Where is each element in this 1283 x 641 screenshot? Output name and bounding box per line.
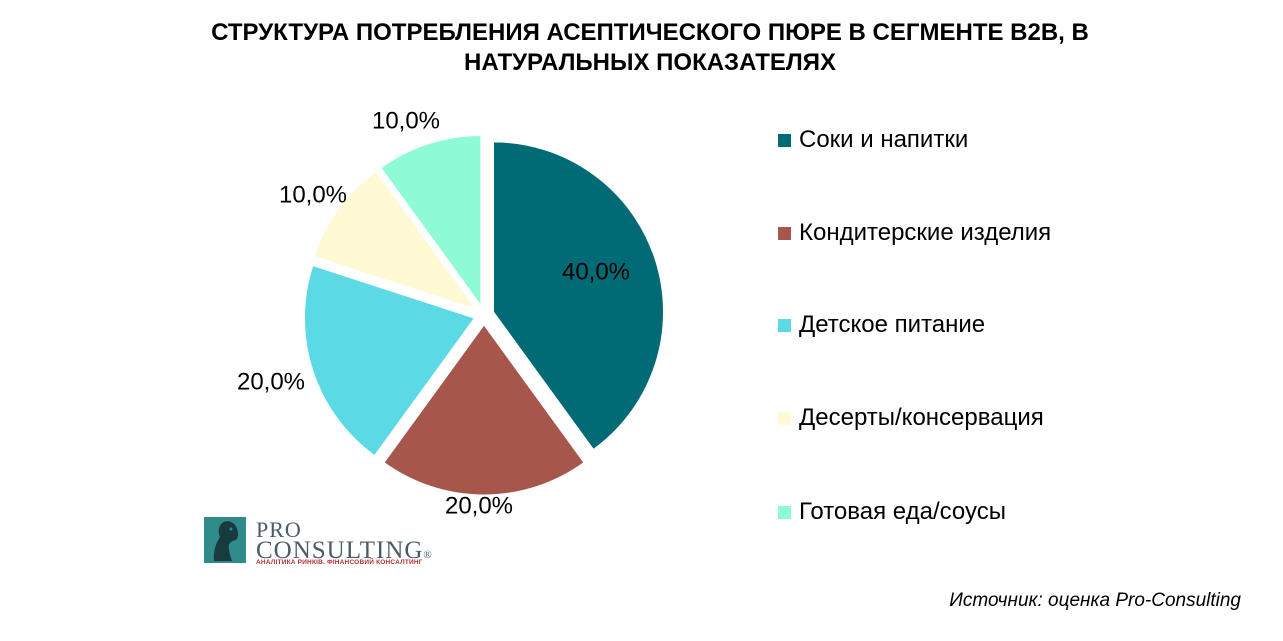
- logo-tagline: АНАЛІТИКА РИНКІВ. ФІНАНСОВИЙ КОНСАЛТИНГ: [256, 559, 423, 566]
- data-label: 10,0%: [372, 107, 440, 134]
- legend-swatch: [778, 318, 791, 332]
- legend-swatch: [778, 226, 791, 240]
- legend-item-desserts: Десерты/консервация: [778, 404, 1044, 432]
- data-label: 10,0%: [279, 181, 347, 208]
- legend-swatch: [778, 505, 791, 519]
- legend-label: Готовая еда/соусы: [799, 498, 1006, 525]
- legend-label: Десерты/консервация: [799, 404, 1044, 431]
- slice-ready-meals: [380, 134, 482, 308]
- legend-swatch: [778, 411, 791, 425]
- source-note: Источник: оценка Pro-Consulting: [949, 590, 1241, 611]
- legend-label: Кондитерские изделия: [799, 219, 1052, 246]
- logo-text-consulting: CONSULTING®: [256, 537, 433, 564]
- legend-label: Детское питание: [799, 311, 986, 338]
- data-label: 20,0%: [237, 368, 305, 395]
- data-label: 40,0%: [562, 258, 630, 285]
- data-label: 20,0%: [445, 492, 513, 519]
- slice-confectionery: [383, 324, 585, 496]
- chart-title: СТРУКТУРА ПОТРЕБЛЕНИЯ АСЕПТИЧЕСКОГО ПЮРЕ…: [211, 19, 1089, 76]
- logo-text-pro: PRO: [256, 517, 302, 542]
- legend-item-baby-food: Детское питание: [778, 311, 985, 339]
- slice-baby-food: [303, 264, 476, 457]
- slice-juices: [493, 141, 665, 451]
- legend-item-juices: Соки и напитки: [778, 126, 968, 154]
- horse-head-icon: [204, 517, 246, 563]
- legend-item-confectionery: Кондитерские изделия: [778, 219, 1051, 247]
- legend-swatch: [778, 133, 791, 147]
- legend-item-ready-meals: Готовая еда/соусы: [778, 498, 1006, 526]
- legend-label: Соки и напитки: [799, 126, 969, 153]
- slice-desserts: [313, 170, 478, 311]
